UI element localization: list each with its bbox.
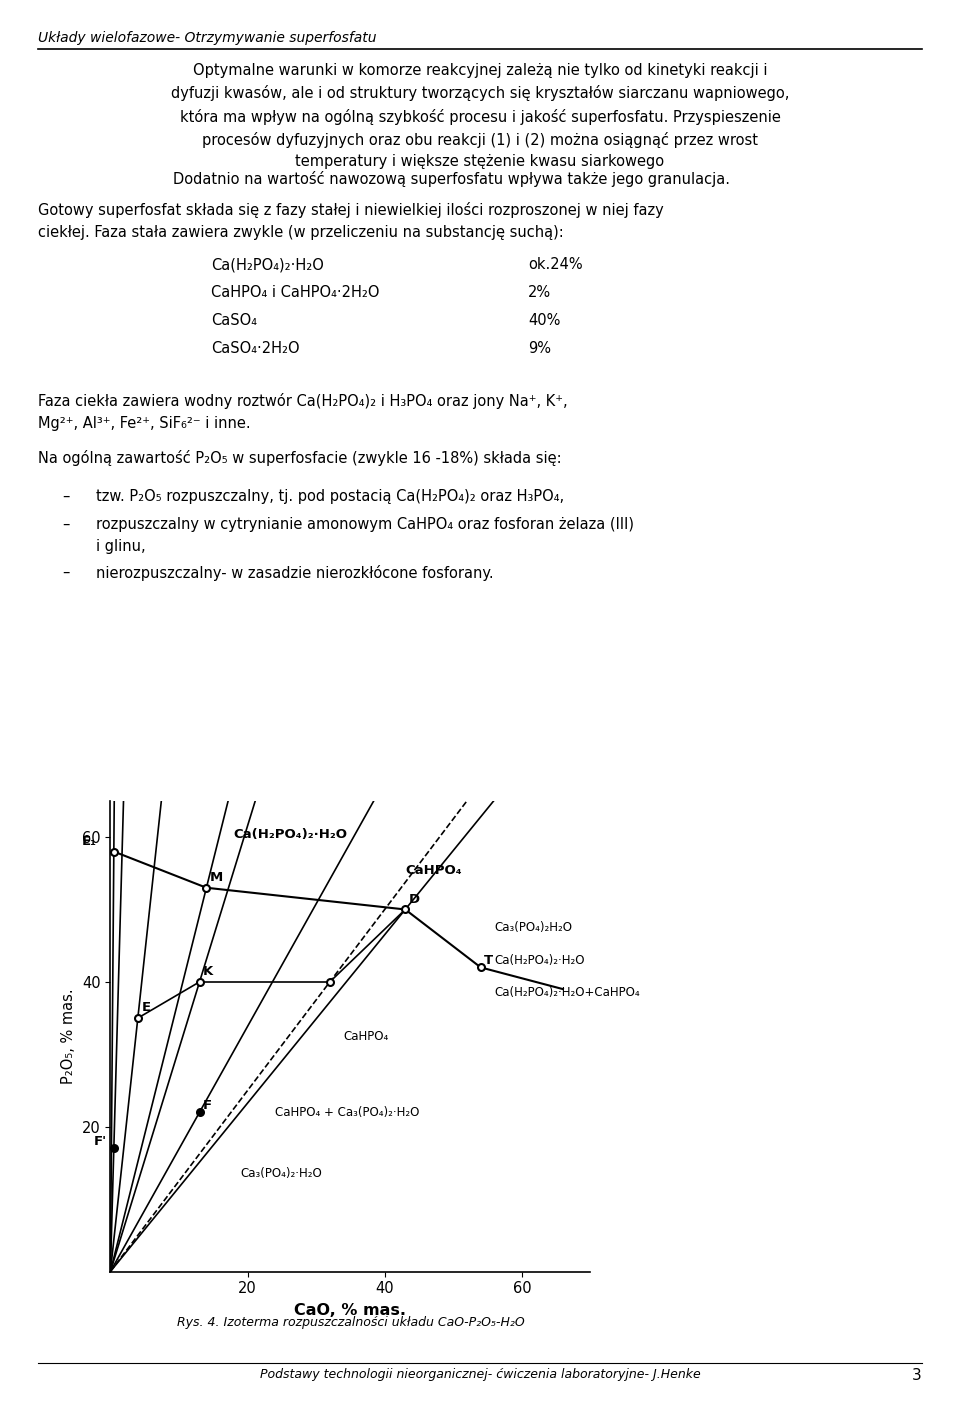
Text: Optymalne warunki w komorze reakcyjnej zależą nie tylko od kinetyki reakcji i
dy: Optymalne warunki w komorze reakcyjnej z… bbox=[171, 63, 789, 169]
Text: CaSO₄·2H₂O: CaSO₄·2H₂O bbox=[211, 341, 300, 357]
Text: Ca(H₂PO₄)₂·H₂O: Ca(H₂PO₄)₂·H₂O bbox=[494, 954, 585, 967]
Text: Gotowy superfosfat składa się z fazy stałej i niewielkiej ilości rozproszonej w : Gotowy superfosfat składa się z fazy sta… bbox=[38, 202, 664, 240]
Text: –: – bbox=[62, 489, 70, 504]
Text: Ca(H₂PO₄)₂·H₂O+CaHPO₄: Ca(H₂PO₄)₂·H₂O+CaHPO₄ bbox=[494, 986, 640, 999]
Text: Ca₃(PO₄)₂H₂O: Ca₃(PO₄)₂H₂O bbox=[494, 922, 572, 934]
X-axis label: CaO, % mas.: CaO, % mas. bbox=[295, 1304, 406, 1318]
Text: Ca(H₂PO₄)₂·H₂O: Ca(H₂PO₄)₂·H₂O bbox=[211, 257, 324, 273]
Text: 9%: 9% bbox=[528, 341, 551, 357]
Text: K: K bbox=[203, 965, 213, 978]
Text: 2%: 2% bbox=[528, 285, 551, 301]
Text: CaSO₄: CaSO₄ bbox=[211, 313, 257, 329]
Text: Podstawy technologii nieorganicznej- ćwiczenia laboratoryjne- J.Henke: Podstawy technologii nieorganicznej- ćwi… bbox=[259, 1368, 701, 1381]
Text: F': F' bbox=[94, 1135, 107, 1148]
Text: rozpuszczalny w cytrynianie amonowym CaHPO₄ oraz fosforan żelaza (III)
i glinu,: rozpuszczalny w cytrynianie amonowym CaH… bbox=[96, 517, 634, 554]
Text: tzw. P₂O₅ rozpuszczalny, tj. pod postacią Ca(H₂PO₄)₂ oraz H₃PO₄,: tzw. P₂O₅ rozpuszczalny, tj. pod postaci… bbox=[96, 489, 564, 504]
Text: T: T bbox=[484, 954, 493, 968]
Text: D: D bbox=[409, 892, 420, 906]
Text: Dodatnio na wartość nawozową superfosfatu wpływa także jego granulacja.: Dodatnio na wartość nawozową superfosfat… bbox=[173, 171, 730, 187]
Text: –: – bbox=[62, 517, 70, 532]
Text: E₁: E₁ bbox=[82, 835, 97, 847]
Text: E: E bbox=[141, 1002, 151, 1014]
Text: Ca(H₂PO₄)₂·H₂O: Ca(H₂PO₄)₂·H₂O bbox=[234, 828, 348, 840]
Text: Układy wielofazowe- Otrzymywanie superfosfatu: Układy wielofazowe- Otrzymywanie superfo… bbox=[38, 31, 377, 45]
Text: Faza ciekła zawiera wodny roztwór Ca(H₂PO₄)₂ i H₃PO₄ oraz jony Na⁺, K⁺,
Mg²⁺, Al: Faza ciekła zawiera wodny roztwór Ca(H₂P… bbox=[38, 393, 568, 431]
Text: 40%: 40% bbox=[528, 313, 561, 329]
Text: nierozpuszczalny- w zasadzie nierozkłócone fosforany.: nierozpuszczalny- w zasadzie nierozkłóco… bbox=[96, 565, 493, 580]
Text: CaHPO₄: CaHPO₄ bbox=[405, 864, 462, 877]
Text: Rys. 4. Izoterma rozpuszczalności układu CaO-P₂O₅-H₂O: Rys. 4. Izoterma rozpuszczalności układu… bbox=[177, 1316, 524, 1329]
Text: CaHPO₄ i CaHPO₄·2H₂O: CaHPO₄ i CaHPO₄·2H₂O bbox=[211, 285, 380, 301]
Text: CaHPO₄ + Ca₃(PO₄)₂·H₂O: CaHPO₄ + Ca₃(PO₄)₂·H₂O bbox=[275, 1106, 420, 1118]
Text: CaHPO₄: CaHPO₄ bbox=[344, 1030, 389, 1043]
Text: 3: 3 bbox=[912, 1368, 922, 1384]
Text: Ca₃(PO₄)₂·H₂O: Ca₃(PO₄)₂·H₂O bbox=[241, 1168, 323, 1180]
Text: M: M bbox=[210, 871, 223, 884]
Text: Na ogólną zawartość P₂O₅ w superfosfacie (zwykle 16 -18%) składa się:: Na ogólną zawartość P₂O₅ w superfosfacie… bbox=[38, 450, 562, 465]
Y-axis label: P₂O₅, % mas.: P₂O₅, % mas. bbox=[61, 988, 77, 1085]
Text: –: – bbox=[62, 565, 70, 580]
Text: F: F bbox=[203, 1099, 212, 1113]
Text: ok.24%: ok.24% bbox=[528, 257, 583, 273]
